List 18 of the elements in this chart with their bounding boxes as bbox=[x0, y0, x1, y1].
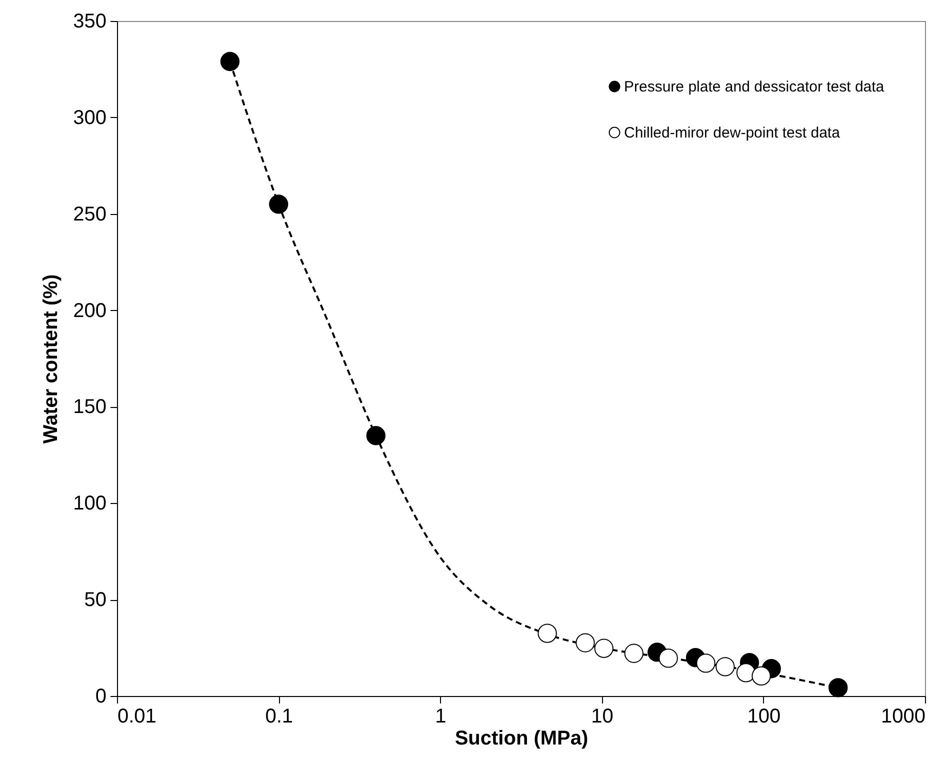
x-tick-label: 100 bbox=[747, 706, 781, 728]
y-tick-label: 250 bbox=[73, 203, 106, 226]
legend-label: Chilled-miror dew-point test data bbox=[624, 124, 841, 142]
y-tick-label: 0 bbox=[95, 686, 106, 708]
x-tick-label: 10 bbox=[591, 706, 614, 728]
x-axis-title: Suction (MPa) bbox=[454, 728, 588, 750]
y-axis-title: Water content (%) bbox=[40, 274, 62, 444]
y-tick-label: 50 bbox=[84, 589, 106, 612]
x-tick-label: 0.1 bbox=[265, 706, 294, 728]
y-tick-label: 350 bbox=[73, 10, 106, 32]
legend-label: Pressure plate and dessicator test data bbox=[624, 78, 885, 96]
x-tick-label: 1000 bbox=[881, 706, 926, 728]
y-tick-label: 300 bbox=[73, 106, 106, 129]
x-tick-label: 1 bbox=[435, 706, 446, 728]
y-tick-label: 200 bbox=[73, 300, 106, 322]
y-tick-label: 100 bbox=[73, 492, 106, 515]
y-tick-label: 150 bbox=[73, 396, 106, 418]
x-tick-label: 0.01 bbox=[118, 706, 156, 728]
